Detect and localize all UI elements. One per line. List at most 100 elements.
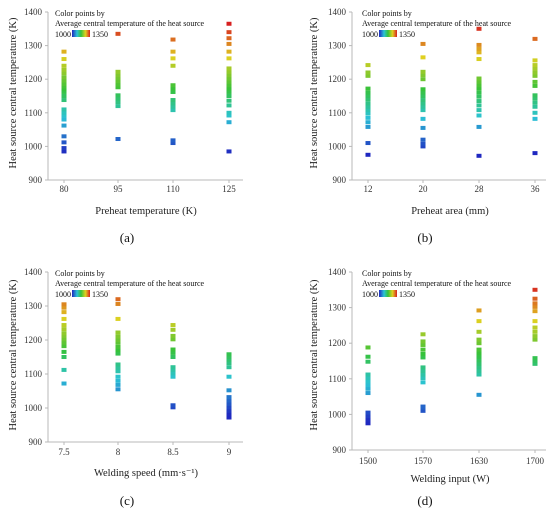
panel-b-data-point [476,103,482,108]
panel-a-data-point [170,141,176,146]
panel-c-data-point [115,362,121,367]
panel-b-ylabel: Heat source central temperature (K) [309,17,320,169]
panel-b-data-point [420,137,426,142]
panel-a-data-point [226,79,232,84]
panel-b-data-point [532,58,538,63]
panel-b-data-point [420,141,426,146]
panel-b-data-point [476,153,482,158]
panel-a-legend-max: 1350 [92,30,108,39]
panel-a-data-point [61,149,67,154]
panel-a-data-point [170,101,176,106]
panel-d-data-point [532,319,538,324]
panel-c-data-point [115,348,121,353]
panel-d-data-point [420,332,426,337]
panel-c-xlabel: Welding speed (mm·s⁻¹) [94,468,199,479]
panel-c-data-point [61,323,67,328]
panel-d-plot: 900 1000 1100 1200 1300 1400 1500 1570 1630 1700 [328,267,546,466]
panel-d-data-point [532,301,538,306]
panel-d-data-point [532,361,538,366]
panel-b-data-point [476,94,482,99]
panel-a-xtick-label: 125 [222,184,236,194]
panel-d-data-point [532,287,538,292]
panel-d-data-point [420,365,426,370]
panel-d-data-point [420,368,426,373]
panel-a-data-point [226,66,232,71]
panel-a-data-point [61,75,67,80]
panel-a-data-point [115,82,121,87]
panel-b-data-point [365,94,371,98]
panel-d-data-point [365,372,371,377]
panel-c-ytick-label: 1100 [24,369,42,379]
panel-a-data-point [226,36,232,41]
panel-b-data-point [365,124,371,129]
panel-d-data-point [420,342,426,347]
panel-b-data-point [365,70,371,75]
panel-c-data-point [170,337,176,342]
panel-c-data-point [115,330,121,335]
panel-c-data-point [115,387,121,392]
panel-a-data-point [226,120,232,125]
panel-a-data-point [226,113,232,118]
panel-a-ytick-label: 1000 [24,141,43,151]
panel-d-data-point [476,358,482,363]
panel-c-data-point [226,401,232,406]
panel-a-data-point [61,63,67,68]
panel-b-colorbar [379,30,397,37]
panel-a-data-point [226,41,232,46]
panel-c-data-point [61,340,67,345]
panel-c-data-point [115,369,121,374]
panel-b-data-point [365,73,371,78]
panel-c-ytick-label: 900 [29,437,43,447]
panel-b-data-point [532,151,538,156]
panel-b-data-point [420,101,426,106]
panel-b-data-point [532,116,538,121]
panel-c-plot: 900 1000 1100 1200 1300 1400 7.5 8 8.5 9 [24,267,243,457]
panel-d-data-point [420,372,426,377]
panel-b-data-point [420,116,426,121]
panel-d-legend-title2: Average central temperature of the heat … [362,279,512,288]
panel-b-data-point [532,83,538,88]
panel-b-ytick-label: 1000 [328,141,347,151]
panel-b-data-point [420,87,426,92]
panel-b-data-point [365,115,371,120]
panel-c-data-point [61,333,67,338]
panel-c-data-point [61,344,67,349]
panel-b-data-point [532,73,538,78]
panel-b-data-point [476,99,482,104]
panel-d-xtick-label: 1500 [359,456,378,466]
panel-b-data-point [420,98,426,103]
panel-c-label: (c) [120,493,134,508]
panel-c-data-point [226,398,232,403]
panel-b: 900 1000 1100 1200 1300 1400 12 20 28 36 Heat sou… [309,7,546,245]
panel-d-data-point [420,339,426,344]
panel-d-ytick-label: 1300 [328,303,347,313]
panel-c-legend: Color points by Average central temperat… [55,269,205,299]
panel-d-xtick-label: 1630 [470,456,489,466]
panel-d-ytick-label: 1200 [328,338,347,348]
panel-a-xtick-label: 80 [60,184,70,194]
panel-c-data-point [170,333,176,338]
panel-c-ylabel: Heat source central temperature (K) [8,279,19,431]
panel-d-data-point [365,391,371,396]
panel-c-legend-title2: Average central temperature of the heat … [55,279,205,288]
panel-b-data-point [532,66,538,71]
panel-b-data-point [476,124,482,129]
panel-a-data-point [115,137,121,142]
panel-c-colorbar [72,290,90,297]
panel-b-data-point [476,113,482,118]
panel-b-data-point [532,110,538,115]
panel-a-data-point [61,110,67,115]
panel-a-data-point [226,89,232,94]
panel-c-ytick-label: 1400 [24,267,43,277]
panel-d-data-point [365,383,371,388]
panel-c-xtick-label: 9 [227,447,232,457]
panel-d-data-point [476,337,482,342]
panel-c-xtick-label: 8 [116,447,121,457]
panel-b-data-point [532,79,538,84]
panel-d-data-point [476,372,482,377]
panel-d-data-point [532,356,538,361]
panel-a-data-point [61,78,67,83]
panel-d-data-point [476,365,482,370]
panel-d-data-point [476,354,482,359]
